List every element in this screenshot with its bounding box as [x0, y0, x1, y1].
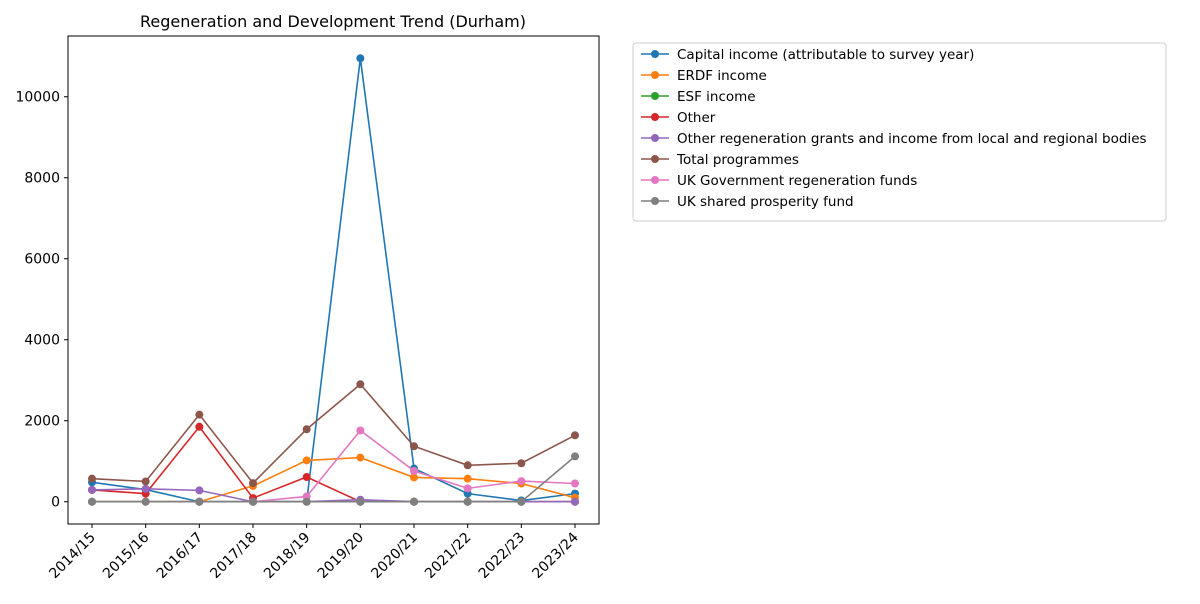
legend-box [632, 42, 1167, 222]
series-line [92, 455, 576, 503]
data-point [195, 410, 204, 419]
data-point [571, 479, 579, 488]
y-tick-label: 2000 [24, 414, 60, 430]
data-point [302, 456, 311, 465]
data-point [195, 497, 204, 506]
legend: Capital income (attributable to survey y… [632, 42, 1167, 222]
x-tick-label: 2017/18 [207, 530, 259, 582]
x-tick-label: 2019/20 [315, 530, 367, 582]
x-tick-label: 2021/22 [422, 530, 474, 582]
y-tick-label: 6000 [24, 252, 60, 268]
data-point [517, 497, 526, 506]
data-point [88, 474, 96, 483]
legend-label: UK shared prosperity fund [677, 194, 854, 210]
y-tick-label: 0 [51, 495, 60, 511]
legend-label: ESF income [677, 89, 756, 105]
data-point [463, 461, 472, 470]
legend-swatch-marker [651, 134, 659, 142]
data-point [141, 477, 150, 486]
data-point [463, 474, 472, 483]
data-point [195, 422, 204, 431]
data-point [517, 459, 526, 468]
data-point [356, 54, 365, 63]
data-point [302, 425, 311, 434]
legend-label: ERDF income [677, 68, 767, 84]
legend-item: Other [641, 110, 716, 126]
data-point [356, 453, 365, 462]
series-line [91, 383, 576, 485]
x-tick-label: 2023/24 [529, 529, 582, 582]
legend-swatch-marker [651, 50, 659, 58]
x-tick-label: 2020/21 [368, 530, 420, 582]
data-point [356, 380, 365, 389]
chart-title: Regeneration and Development Trend (Durh… [140, 12, 526, 31]
data-point [463, 497, 472, 506]
series-line [91, 58, 576, 503]
legend-item: UK Government regeneration funds [641, 173, 917, 189]
legend-item: Other regeneration grants and income fro… [641, 131, 1147, 147]
legend-swatch-marker [651, 176, 659, 184]
data-point [249, 497, 257, 506]
x-tick-label: 2018/19 [261, 530, 313, 582]
x-tick-label: 2014/15 [46, 530, 98, 582]
data-point [463, 484, 472, 493]
plot-frame [67, 35, 600, 525]
legend-swatch-marker [651, 155, 659, 163]
series-line [92, 429, 576, 503]
data-point [517, 477, 526, 486]
data-point [141, 497, 150, 506]
data-point [302, 473, 311, 482]
x-tick-label: 2016/17 [154, 530, 206, 582]
legend-swatch-marker [651, 92, 659, 100]
data-point [571, 452, 579, 461]
y-tick-label: 8000 [24, 171, 60, 187]
data-point [356, 426, 365, 435]
legend-item: Capital income (attributable to survey y… [641, 47, 974, 63]
series-4 [88, 484, 579, 506]
legend-item: Total programmes [641, 152, 799, 168]
x-tick-label: 2015/16 [100, 529, 153, 582]
plot-area: 0 2000 4000 6000 8000 10000 2014/15 2015/16 2016… [15, 35, 600, 582]
data-point [571, 497, 579, 506]
series-0 [88, 54, 579, 506]
x-tick-label: 2022/23 [476, 530, 528, 582]
series-line [91, 487, 575, 503]
data-point [195, 486, 204, 495]
data-point [410, 497, 418, 506]
data-point [302, 497, 311, 506]
legend-item: ESF income [641, 89, 756, 105]
legend-label: Other [677, 110, 716, 126]
data-point [88, 485, 96, 494]
data-point [410, 442, 418, 451]
data-point [249, 479, 257, 488]
y-tick-label: 10000 [15, 90, 60, 106]
legend-label: Capital income (attributable to survey y… [677, 47, 974, 63]
series-7 [88, 452, 579, 506]
legend-label: UK Government regeneration funds [677, 173, 917, 189]
legend-item: UK shared prosperity fund [641, 194, 854, 210]
data-point [88, 497, 96, 506]
data-point [356, 497, 365, 506]
legend-swatch-marker [651, 71, 659, 79]
legend-label: Other regeneration grants and income fro… [677, 131, 1147, 147]
legend-swatch-marker [651, 113, 659, 121]
legend-item: ERDF income [641, 68, 767, 84]
data-point [571, 431, 579, 440]
legend-label: Total programmes [676, 152, 799, 168]
legend-swatch-marker [651, 197, 659, 205]
y-tick-label: 4000 [24, 333, 60, 349]
series-5 [88, 380, 579, 488]
data-point [141, 484, 150, 493]
data-point [410, 473, 418, 482]
data-point [410, 466, 418, 475]
